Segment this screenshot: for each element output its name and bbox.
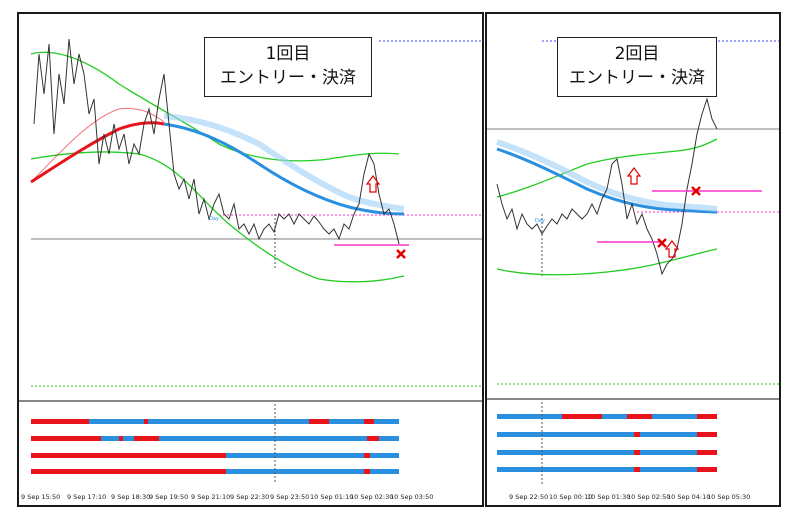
chart-panel-right: Day 2回目 エントリー・決済 9 Sep 22:50 10 Sep 00:1… (485, 12, 781, 507)
indicator-label: Day (209, 216, 219, 222)
time-axis: 9 Sep 22:50 10 Sep 00:10 10 Sep 01:30 10… (487, 491, 779, 505)
indicator-bars-left (31, 419, 399, 474)
time-label: 10 Sep 03:50 (390, 493, 434, 501)
time-label: 9 Sep 15:50 (21, 493, 61, 501)
time-label: 9 Sep 22:50 (509, 493, 549, 501)
time-label: 9 Sep 18:30 (111, 493, 151, 501)
price-chart-right: Day (487, 40, 779, 484)
price-chart-left: Day (19, 38, 482, 484)
annotation-subtitle: エントリー・決済 (220, 68, 356, 88)
time-label: 10 Sep 02:50 (627, 493, 671, 501)
time-label: 9 Sep 23:50 (270, 493, 310, 501)
annotation-title: 1回目 (265, 44, 311, 64)
indicator-label: Day (535, 218, 545, 224)
time-label: 9 Sep 19:50 (149, 493, 189, 501)
annotation-box: 1回目 エントリー・決済 (204, 37, 372, 97)
trend-ribbon-down (163, 113, 405, 216)
time-label: 10 Sep 00:10 (549, 493, 593, 501)
time-label: 10 Sep 04:10 (667, 493, 711, 501)
time-label: 9 Sep 17:10 (67, 493, 107, 501)
time-label: 10 Sep 05:30 (707, 493, 751, 501)
time-label: 9 Sep 22:30 (230, 493, 270, 501)
indicator-bars-right (497, 414, 717, 472)
time-axis: 9 Sep 15:50 9 Sep 17:10 9 Sep 18:30 9 Se… (19, 491, 482, 505)
arrow-up-icon (365, 175, 381, 193)
annotation-subtitle: エントリー・決済 (569, 68, 705, 88)
time-label: 10 Sep 01:10 (310, 493, 354, 501)
time-label: 10 Sep 01:30 (587, 493, 631, 501)
arrow-up-icon (626, 167, 680, 258)
cross-exit-icon (657, 186, 701, 248)
annotation-title: 2回目 (614, 44, 660, 64)
chart-panel-left: Day 1回目 エントリー・決済 9 Sep 15:50 9 Sep 17:10… (17, 12, 484, 507)
cross-exit-icon (396, 249, 406, 259)
price-candles-left (33, 38, 400, 245)
time-label: 10 Sep 02:30 (350, 493, 394, 501)
time-label: 9 Sep 21:10 (191, 493, 231, 501)
annotation-box: 2回目 エントリー・決済 (557, 37, 717, 97)
